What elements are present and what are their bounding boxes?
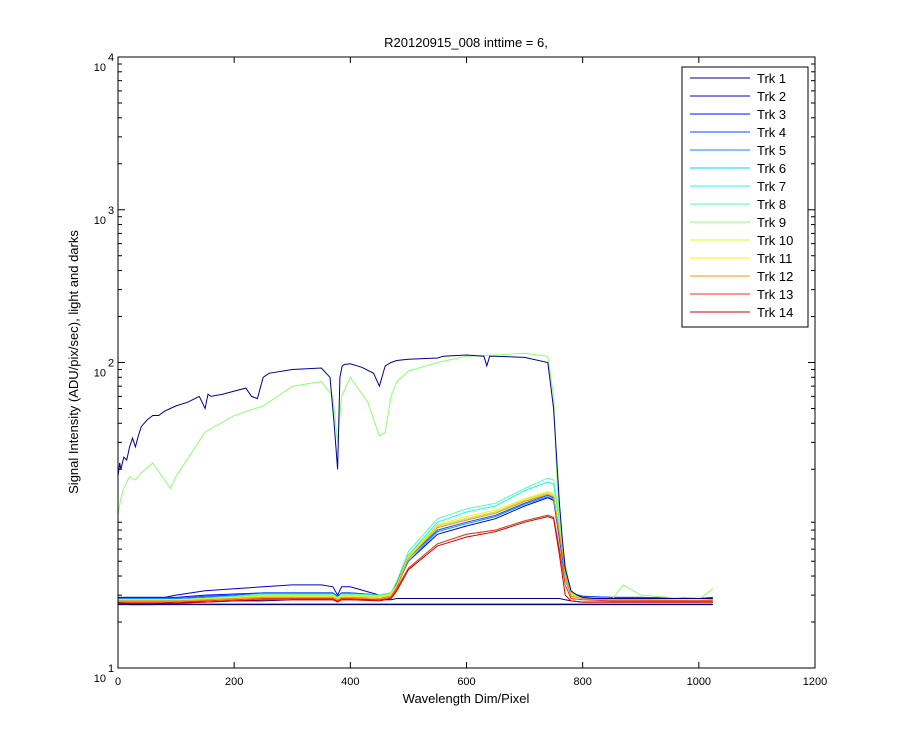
x-tick-label: 1000 <box>687 676 711 688</box>
y-tick-label-exponent: 4 <box>108 52 114 64</box>
legend-label-12: Trk 12 <box>757 269 793 284</box>
series-line-12 <box>118 493 713 602</box>
y-tick-label-base: 10 <box>94 368 106 380</box>
x-tick-label: 0 <box>115 676 121 688</box>
y-tick-label-exponent: 2 <box>108 358 114 370</box>
x-tick-label: 600 <box>457 676 475 688</box>
y-tick-label-base: 10 <box>94 62 106 74</box>
x-tick-label: 400 <box>341 676 359 688</box>
legend-label-6: Trk 6 <box>757 161 786 176</box>
series-line-15 <box>117 354 713 599</box>
legend-label-1: Trk 1 <box>757 71 786 86</box>
x-axis-label: Wavelength Dim/Pixel <box>403 691 530 706</box>
y-axis-label: Signal Intensity (ADU/pix/sec), light an… <box>66 230 81 494</box>
legend: Trk 1 Trk 2 Trk 3 Trk 4 Trk 5 Trk 6 Trk 7 Trk 8… <box>681 66 809 328</box>
legend-label-14: Trk 14 <box>757 305 793 320</box>
y-tick-label-exponent: 3 <box>108 205 114 217</box>
series-layer <box>117 352 714 606</box>
legend-label-2: Trk 2 <box>757 89 786 104</box>
legend-box <box>681 66 809 328</box>
y-tick-label-exponent: 1 <box>108 663 114 675</box>
series-line-13 <box>118 514 713 603</box>
x-tick-label: 800 <box>573 676 591 688</box>
series-line-14 <box>118 516 713 604</box>
y-tick-label-base: 10 <box>94 673 106 685</box>
legend-label-4: Trk 4 <box>757 125 786 140</box>
chart-title: R20120915_008 inttime = 6, <box>384 35 548 50</box>
legend-label-13: Trk 13 <box>757 287 793 302</box>
legend-entries: Trk 1 Trk 2 Trk 3 Trk 4 Trk 5 Trk 6 Trk 7 Trk 8… <box>690 71 793 320</box>
legend-label-5: Trk 5 <box>757 143 786 158</box>
y-tick-label-base: 10 <box>94 215 106 227</box>
legend-label-9: Trk 9 <box>757 215 786 230</box>
legend-label-7: Trk 7 <box>757 179 786 194</box>
legend-label-11: Trk 11 <box>757 251 792 266</box>
legend-label-8: Trk 8 <box>757 197 786 212</box>
legend-label-10: Trk 10 <box>757 233 793 248</box>
legend-label-3: Trk 3 <box>757 107 786 122</box>
x-tick-label: 1200 <box>803 676 827 688</box>
x-tick-label: 200 <box>225 676 243 688</box>
